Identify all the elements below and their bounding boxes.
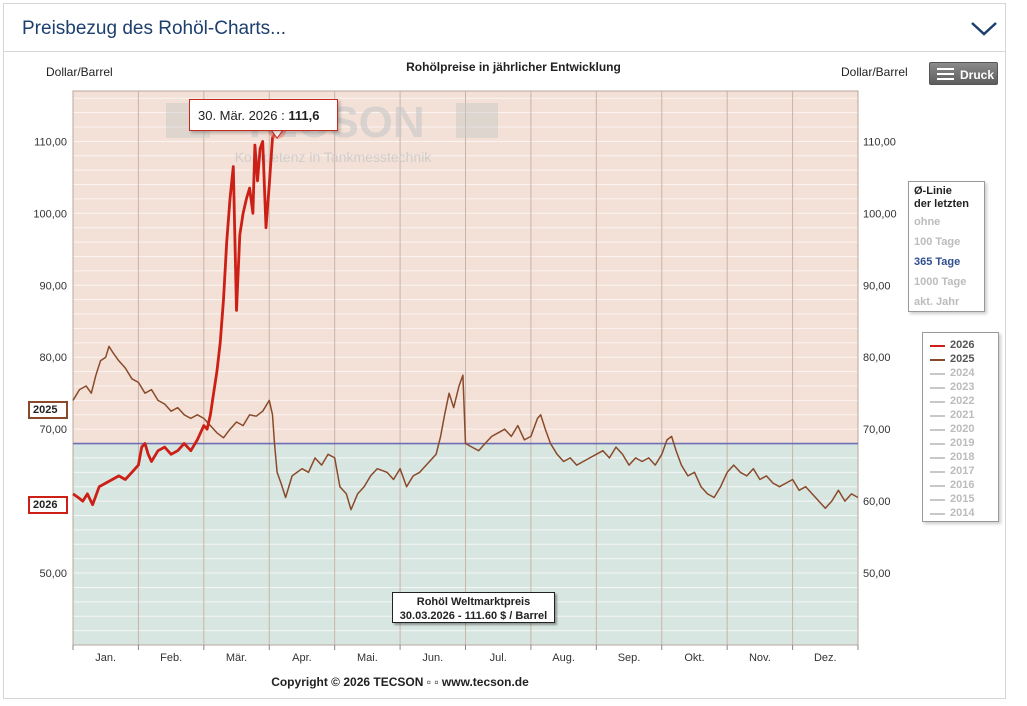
legend-label: 2025 xyxy=(950,353,975,365)
y-tick-label-right: 90,00 xyxy=(863,280,891,292)
series-tag-2025: 2025 xyxy=(28,401,68,419)
average-panel-title: Ø-Linie der letzten xyxy=(914,185,969,211)
legend-label: 2023 xyxy=(950,381,975,393)
legend-label: 2015 xyxy=(950,493,975,505)
legend-swatch xyxy=(930,499,945,501)
legend-label: 2016 xyxy=(950,479,975,491)
legend-swatch xyxy=(930,373,945,375)
legend-swatch xyxy=(930,345,945,347)
y-axis-label-left: Dollar/Barrel xyxy=(46,65,113,79)
price-box-value: 30.03.2026 - 111.60 $ / Barrel xyxy=(399,610,548,622)
tooltip-date: 30. Mär. 2026 : xyxy=(198,108,289,123)
legend-label: 2026 xyxy=(950,339,975,351)
series-line-2025 xyxy=(72,345,859,511)
price-box-title: Rohöl Weltmarktpreis xyxy=(416,596,531,608)
y-tick-label-right: 110,00 xyxy=(863,136,896,148)
x-tick-label: Okt. xyxy=(684,652,704,664)
legend-swatch xyxy=(930,513,945,515)
print-button[interactable]: Druck xyxy=(929,62,998,85)
y-tick-label-left: 110,00 xyxy=(34,136,67,148)
x-tick-label: Jun. xyxy=(422,652,443,664)
chart-title: Rohölpreise in jährlicher Entwicklung xyxy=(406,60,621,74)
chevron-down-icon[interactable] xyxy=(969,16,999,40)
legend-swatch xyxy=(930,429,945,431)
series-line-2026 xyxy=(72,129,279,507)
average-panel-title-line1: Ø-Linie xyxy=(914,185,952,197)
average-option-2[interactable]: 365 Tage xyxy=(914,256,961,268)
y-tick-label-right: 50,00 xyxy=(863,568,891,580)
legend-swatch xyxy=(930,387,945,389)
y-tick-label-left: 50,00 xyxy=(39,568,67,580)
year-legend: 2026 2025 2024 2023 2022 2021 2020 2019 2018 2017… xyxy=(922,332,999,522)
x-tick-label: Apr. xyxy=(292,652,312,664)
average-option-4[interactable]: akt. Jahr xyxy=(914,296,960,308)
chart-panel: Preisbezug des Rohöl-Charts... xyxy=(3,3,1006,699)
average-option-3[interactable]: 1000 Tage xyxy=(914,276,967,288)
average-panel-title-line2: der letzten xyxy=(914,198,970,210)
legend-label: 2022 xyxy=(950,395,975,407)
header-title: Preisbezug des Rohöl-Charts... xyxy=(22,18,287,39)
legend-label: 2014 xyxy=(950,507,975,519)
data-tooltip: 30. Mär. 2026 : 111,6 xyxy=(189,99,338,131)
y-tick-label-left: 90,00 xyxy=(39,280,67,292)
current-price-box: Rohöl Weltmarktpreis 30.03.2026 - 111.60… xyxy=(392,592,555,623)
legend-swatch xyxy=(930,471,945,473)
average-option-0[interactable]: ohne xyxy=(914,216,941,228)
y-tick-label-right: 80,00 xyxy=(863,352,891,364)
x-tick-label: Nov. xyxy=(749,652,771,664)
legend-label: 2019 xyxy=(950,437,975,449)
x-tick-label: Aug. xyxy=(552,652,575,664)
x-tick-label: Dez. xyxy=(814,652,837,664)
legend-swatch xyxy=(930,401,945,403)
watermark-bar-right xyxy=(456,103,498,138)
y-tick-label-left: 70,00 xyxy=(39,424,67,436)
legend-label: 2024 xyxy=(950,367,975,379)
x-tick-label: Mai. xyxy=(357,652,378,664)
panel-header[interactable]: Preisbezug des Rohöl-Charts... xyxy=(4,4,1005,52)
menu-icon xyxy=(937,68,954,80)
x-tick-label: Feb. xyxy=(160,652,182,664)
copyright-text: Copyright © 2026 TECSON ▫ ▫ www.tecson.d… xyxy=(271,675,529,689)
x-tick-label: Jul. xyxy=(490,652,507,664)
y-tick-label-right: 70,00 xyxy=(863,424,891,436)
y-tick-label-right: 60,00 xyxy=(863,496,891,508)
legend-swatch xyxy=(930,415,945,417)
average-option-1[interactable]: 100 Tage xyxy=(914,236,961,248)
legend-swatch xyxy=(930,457,945,459)
y-tick-label-left: 80,00 xyxy=(39,352,67,364)
y-tick-label-right: 100,00 xyxy=(863,208,897,220)
legend-swatch xyxy=(930,485,945,487)
print-button-label: Druck xyxy=(960,68,995,82)
watermark-slogan: Kompetenz in Tankmesstechnik xyxy=(235,149,433,165)
series-tag-2026: 2026 xyxy=(28,496,68,514)
x-tick-label: Sep. xyxy=(618,652,641,664)
x-tick-label: Jan. xyxy=(95,652,116,664)
legend-label: 2021 xyxy=(950,409,975,421)
x-tick-label: Mär. xyxy=(226,652,247,664)
y-axis-label-right: Dollar/Barrel xyxy=(841,65,908,79)
legend-label: 2018 xyxy=(950,451,975,463)
y-tick-label-left: 100,00 xyxy=(33,208,67,220)
legend-swatch xyxy=(930,443,945,445)
average-line-panel: Ø-Linie der letzten ohne 100 Tage 365 Tage… xyxy=(908,181,985,312)
tooltip-value: 111,6 xyxy=(288,108,320,123)
legend-swatch xyxy=(930,359,945,361)
legend-label: 2020 xyxy=(950,423,975,435)
legend-label: 2017 xyxy=(950,465,975,477)
